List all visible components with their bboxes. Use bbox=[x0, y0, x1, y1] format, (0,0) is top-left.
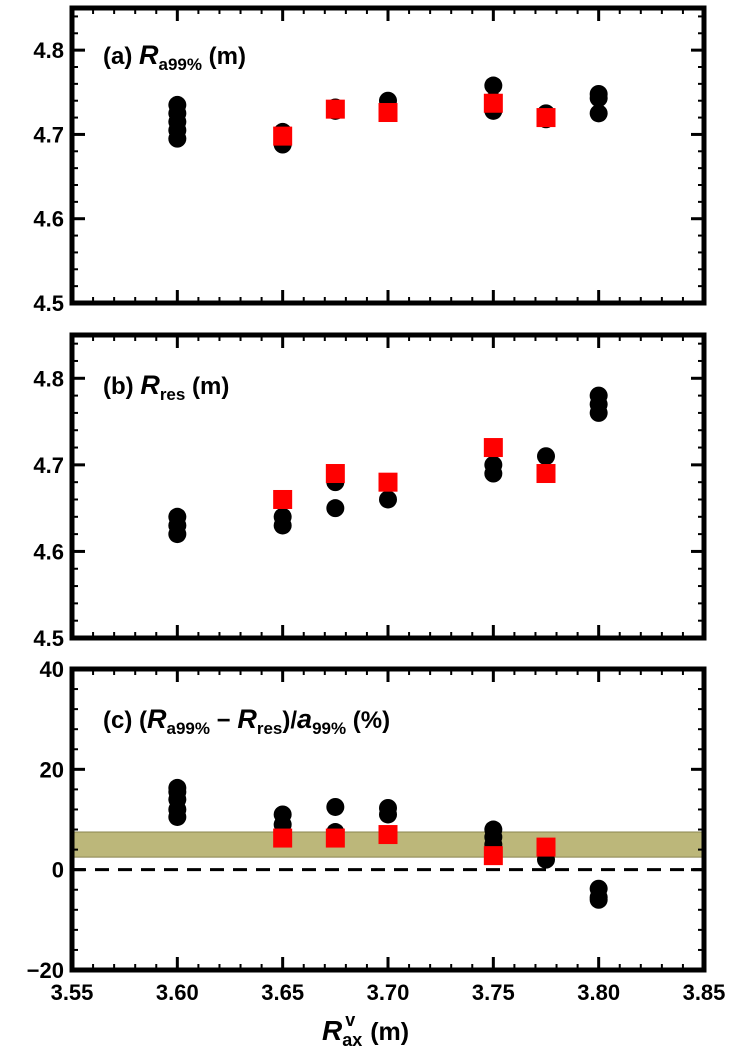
red-square-point bbox=[325, 464, 345, 484]
label-part: (m) bbox=[202, 43, 246, 70]
label-part: a99% bbox=[167, 719, 210, 738]
black-circle-point bbox=[326, 499, 345, 518]
label-part: a99% bbox=[159, 55, 202, 74]
red-square-point bbox=[378, 103, 398, 123]
label-part: R bbox=[140, 370, 160, 400]
y-tick-label: 4.5 bbox=[33, 291, 64, 316]
black-circle-point bbox=[589, 104, 608, 123]
y-tick-label: 4.6 bbox=[33, 207, 64, 232]
black-circle-point bbox=[273, 805, 292, 824]
panel-label: (b) Rres (m) bbox=[103, 370, 229, 404]
red-square-point bbox=[325, 99, 345, 119]
label-part: a bbox=[297, 704, 312, 734]
black-circle-point bbox=[589, 386, 608, 405]
panel-label: (a) Ra99% (m) bbox=[103, 40, 246, 74]
red-square-point bbox=[483, 846, 503, 866]
red-square-point bbox=[483, 438, 503, 458]
panel-c: −20 0 20 40 3.55 3.60 3.65 3.70 3.75 3.80 3.85 (c) … bbox=[27, 657, 726, 1050]
label-part: 99% bbox=[312, 719, 346, 738]
x-tick-label: 3.65 bbox=[261, 980, 304, 1005]
label-part: R bbox=[237, 704, 257, 734]
y-tick-label: 4.6 bbox=[33, 539, 64, 564]
plot-frame bbox=[69, 666, 707, 973]
y-tick-label: 0 bbox=[52, 858, 64, 883]
x-tick-label: 3.80 bbox=[577, 980, 620, 1005]
label-part: )/ bbox=[282, 707, 297, 734]
red-square-point bbox=[378, 472, 398, 492]
y-tick-label: 4.8 bbox=[33, 38, 64, 63]
red-square-point bbox=[273, 126, 293, 146]
red-square-point bbox=[273, 489, 293, 509]
label-part: R bbox=[147, 704, 167, 734]
label-part: res bbox=[257, 719, 283, 738]
label-part: (a) bbox=[103, 43, 139, 70]
plot-frame bbox=[69, 5, 707, 306]
red-square-point bbox=[483, 93, 503, 113]
y-tick-label: 4.7 bbox=[33, 453, 64, 478]
label-part: (b) bbox=[103, 373, 140, 400]
black-circle-point bbox=[168, 95, 187, 114]
x-tick-label: 3.85 bbox=[683, 980, 726, 1005]
y-tick-label: 40 bbox=[40, 657, 64, 682]
black-circle-point bbox=[273, 507, 292, 526]
black-circle-point bbox=[484, 455, 503, 474]
x-tick-label: 3.60 bbox=[156, 980, 199, 1005]
x-tick-label: 3.55 bbox=[51, 980, 94, 1005]
red-square-point bbox=[325, 828, 345, 848]
x-axis-label: Raxv (m) bbox=[322, 1010, 409, 1050]
red-square-point bbox=[536, 108, 556, 128]
red-square-point bbox=[536, 837, 556, 857]
black-circle-point bbox=[537, 447, 555, 466]
label-part: (m) bbox=[185, 373, 229, 400]
red-square-point bbox=[273, 828, 293, 848]
y-tick-label: 20 bbox=[40, 757, 64, 782]
panel-b: 4.5 4.6 4.7 4.8 (b) Rres (m) bbox=[33, 332, 707, 651]
label-part: res bbox=[160, 385, 186, 404]
label-part: R bbox=[322, 1015, 343, 1046]
black-circle-point bbox=[168, 778, 187, 797]
label-part: R bbox=[139, 40, 159, 70]
panel-label: (c) (Ra99% − Rres)/a99% (%) bbox=[103, 704, 390, 738]
black-circle-point bbox=[379, 798, 397, 817]
x-tick-label: 3.70 bbox=[367, 980, 410, 1005]
black-circle-point bbox=[484, 76, 503, 95]
label-part: (m) bbox=[363, 1018, 409, 1046]
red-square-point bbox=[536, 464, 556, 484]
panels: 4.5 4.6 4.7 4.8 (a) Ra99% (m) 4.5 4.6 4.7 4.8 (b)… bbox=[27, 5, 726, 1050]
label-part: (%) bbox=[346, 707, 390, 734]
black-circle-point bbox=[484, 820, 503, 839]
plot-frame bbox=[69, 332, 707, 641]
y-tick-label: 4.7 bbox=[33, 122, 64, 147]
y-tick-label: 4.8 bbox=[33, 366, 64, 391]
label-part: − bbox=[210, 707, 237, 734]
x-tick-label: 3.75 bbox=[472, 980, 515, 1005]
label-part: ax bbox=[342, 1030, 362, 1050]
black-circle-point bbox=[589, 890, 608, 909]
y-tick-label: −20 bbox=[27, 958, 64, 983]
black-circle-point bbox=[379, 490, 397, 509]
label-part: v bbox=[345, 1010, 355, 1030]
red-square-point bbox=[378, 825, 398, 845]
y-tick-label: 4.5 bbox=[33, 626, 64, 651]
black-circle-point bbox=[326, 797, 345, 816]
panel-a: 4.5 4.6 4.7 4.8 (a) Ra99% (m) bbox=[33, 5, 707, 316]
black-circle-point bbox=[168, 507, 187, 526]
label-part: (c) ( bbox=[103, 707, 147, 734]
black-circle-point bbox=[589, 84, 608, 103]
